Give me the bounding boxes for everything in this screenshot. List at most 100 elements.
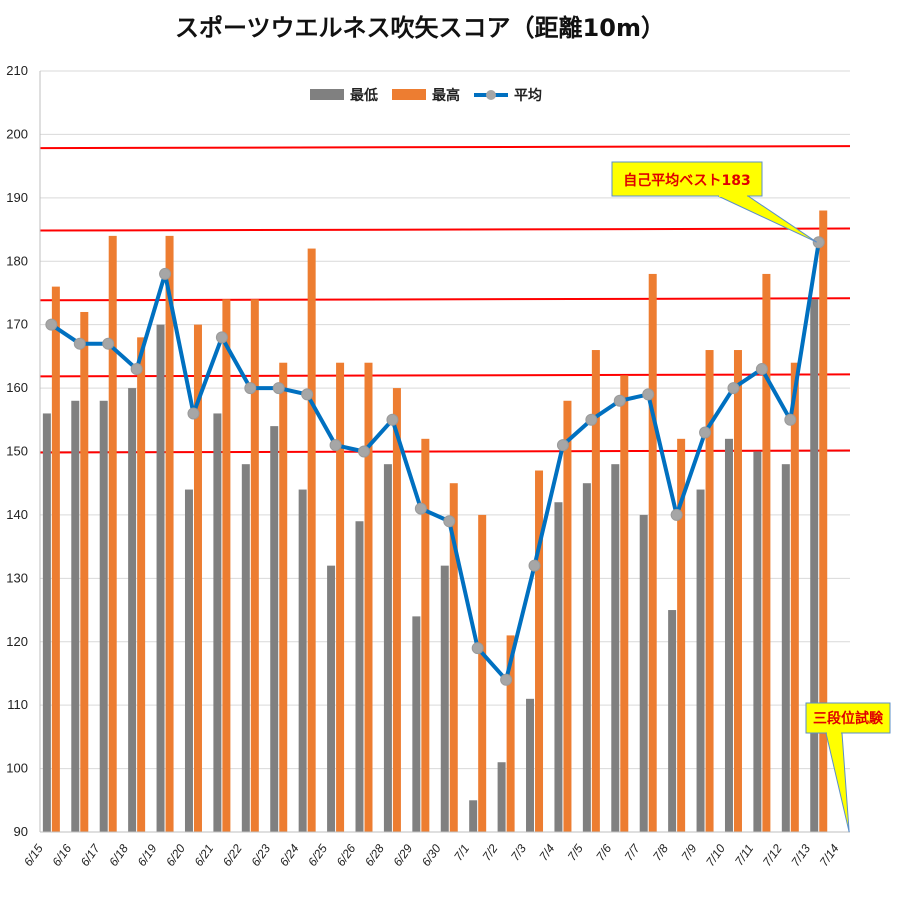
average-point (784, 413, 797, 426)
bar-最高 (137, 337, 146, 832)
x-tick-label: 6/20 (163, 841, 188, 868)
average-point (329, 439, 342, 452)
reference-line (39, 227, 851, 232)
average-point (301, 388, 314, 401)
bar-最低 (71, 400, 80, 832)
bar-最高 (364, 362, 373, 832)
y-tick-label: 120 (6, 634, 28, 649)
average-point (670, 508, 683, 521)
average-point (755, 363, 768, 376)
average-point (443, 515, 456, 528)
x-tick-label: 7/3 (508, 841, 529, 863)
x-tick-label: 6/28 (362, 841, 387, 868)
bar-最高 (108, 235, 117, 833)
bar-最高 (819, 210, 828, 832)
bar-最高 (733, 350, 742, 832)
x-tick-label: 6/29 (390, 841, 415, 868)
bar-最低 (412, 616, 421, 832)
bar-最高 (279, 362, 288, 832)
average-point (500, 673, 513, 686)
bar-最高 (307, 248, 316, 833)
bar-最低 (526, 698, 535, 832)
x-tick-label: 7/6 (593, 841, 614, 863)
bar-最低 (383, 464, 392, 832)
y-tick-label: 160 (6, 380, 28, 395)
x-tick-label: 6/24 (277, 841, 302, 868)
bar-最低 (241, 464, 250, 832)
x-tick-label: 6/26 (334, 841, 359, 868)
y-tick-label: 140 (6, 507, 28, 522)
bar-最低 (298, 489, 307, 832)
reference-line (39, 297, 851, 302)
bar-最高 (506, 635, 515, 832)
bar-最低 (128, 388, 137, 832)
bar-最低 (184, 489, 193, 832)
bar-最低 (554, 502, 563, 832)
average-point (272, 382, 285, 395)
x-tick-label: 7/4 (536, 841, 557, 863)
y-tick-label: 110 (7, 697, 28, 712)
average-point (528, 559, 541, 572)
bar-最低 (156, 324, 165, 832)
average-point (358, 445, 370, 458)
x-tick-label: 6/21 (191, 842, 216, 869)
bar-最高 (620, 375, 629, 832)
bar-最高 (591, 350, 600, 832)
bar-layer (42, 210, 828, 833)
x-tick-label: 6/18 (106, 841, 131, 868)
average-point (386, 413, 399, 426)
bar-最低 (42, 413, 51, 832)
average-line-layer (45, 236, 825, 686)
bar-最低 (213, 413, 222, 832)
y-tick-label: 100 (6, 761, 28, 776)
x-tick-label: 7/12 (760, 841, 785, 868)
average-point (642, 388, 655, 401)
legend-label: 最低 (350, 87, 378, 104)
average-point (187, 407, 200, 420)
x-tick-label: 7/11 (732, 842, 756, 868)
bar-最高 (193, 324, 202, 832)
average-point (699, 426, 712, 439)
y-tick-label: 180 (6, 253, 28, 268)
bar-最低 (668, 610, 677, 832)
average-point (414, 502, 427, 515)
bar-最高 (478, 514, 487, 832)
bar-最高 (421, 438, 430, 832)
bar-最高 (563, 400, 572, 832)
bar-最高 (80, 311, 89, 832)
average-line (50, 241, 821, 682)
x-tick-label: 7/9 (678, 841, 699, 863)
x-tick-label: 6/25 (305, 841, 330, 868)
bar-最低 (781, 464, 790, 832)
bar-最高 (222, 299, 231, 832)
bar-最低 (99, 400, 108, 832)
bar-最高 (449, 483, 458, 832)
bar-最低 (355, 521, 364, 832)
y-tick-label: 200 (6, 126, 28, 141)
bar-最低 (639, 514, 648, 832)
x-tick-label: 6/16 (49, 841, 74, 868)
average-point (556, 439, 569, 452)
bar-最高 (51, 286, 60, 832)
x-tick-label: 6/22 (220, 841, 245, 868)
average-point (471, 642, 484, 655)
average-point (102, 337, 115, 350)
bar-最高 (336, 362, 345, 832)
annotations: 自己平均ベスト183 三段位試験 (611, 161, 891, 833)
callout-box (611, 161, 763, 197)
bar-最低 (497, 762, 506, 832)
bar-最低 (582, 483, 591, 832)
x-tick-label: 6/19 (135, 841, 160, 868)
x-tick-label: 7/1 (451, 842, 472, 864)
average-point (130, 363, 143, 376)
bar-最低 (753, 451, 762, 832)
y-tick-label: 190 (6, 190, 28, 205)
bar-最高 (705, 350, 714, 832)
bar-最高 (790, 362, 799, 832)
bar-最高 (535, 470, 544, 832)
reference-line (39, 373, 851, 378)
x-tick-label: 7/7 (622, 841, 644, 864)
bar-最低 (327, 565, 336, 832)
callout-pointer (825, 732, 850, 833)
